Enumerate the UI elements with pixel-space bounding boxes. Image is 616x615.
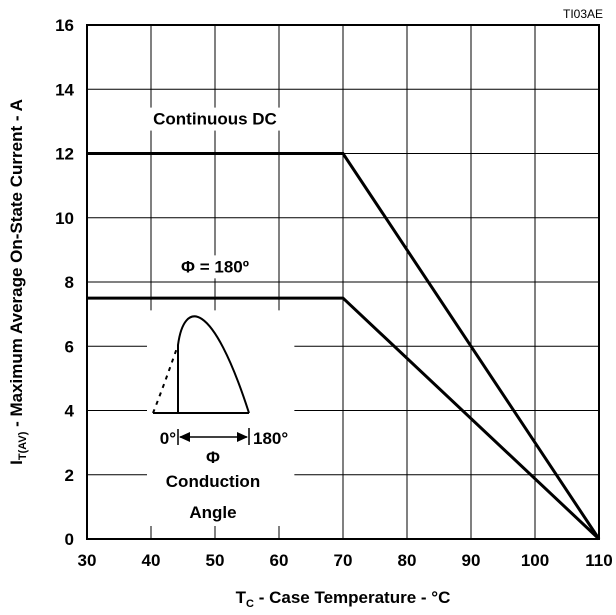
x-axis-label-main: T	[236, 588, 247, 607]
x-tick-label: 90	[462, 551, 481, 570]
x-axis-label-sub: C	[246, 598, 254, 610]
x-tick-label: 100	[521, 551, 549, 570]
y-tick-label: 10	[55, 209, 74, 228]
y-tick-label: 16	[55, 16, 74, 35]
annotation-continuous-dc: Continuous DC	[153, 110, 277, 129]
inset-label-0: 0°	[160, 429, 176, 448]
y-tick-label: 4	[65, 402, 75, 421]
y-tick-label: 8	[65, 273, 74, 292]
ann-dc-background	[148, 107, 282, 131]
plot-frame	[86, 24, 600, 540]
inset-caption-line1: Conduction	[166, 472, 260, 491]
y-axis-label-sub: T(AV)	[17, 431, 29, 460]
inset-phi: Φ	[206, 448, 220, 467]
inset-waveform	[177, 315, 250, 414]
figure-id: TI03AE	[563, 7, 603, 21]
x-tick-label: 70	[334, 551, 353, 570]
series-group	[87, 152, 601, 541]
y-axis-label: IT(AV) - Maximum Average On-State Curren…	[7, 99, 29, 465]
y-axis-label-rest: - Maximum Average On-State Current - A	[7, 99, 26, 432]
conduction-angle-inset: 0° 180° Φ Conduction Angle	[147, 310, 295, 526]
x-tick-label: 80	[398, 551, 417, 570]
annotation-phi-180: Φ = 180º	[181, 257, 249, 276]
ann-180-background	[176, 255, 254, 279]
x-tick-label: 30	[78, 551, 97, 570]
x-tick-label: 40	[142, 551, 161, 570]
x-axis-label-rest: - Case Temperature - °C	[254, 588, 450, 607]
y-tick-label: 12	[55, 145, 74, 164]
inset-background	[147, 310, 295, 526]
inset-caption-line2: Angle	[189, 503, 236, 522]
series-line-2	[87, 296, 601, 541]
x-tick-label: 110	[585, 551, 612, 570]
y-tick-labels: 0 2 4 6 8 10 12 14 16	[55, 16, 74, 549]
y-tick-label: 14	[55, 80, 74, 99]
x-tick-label: 50	[206, 551, 225, 570]
x-tick-label: 60	[270, 551, 289, 570]
inset-arrowhead-right	[237, 432, 248, 442]
y-tick-label: 0	[65, 530, 74, 549]
x-tick-labels: 30 40 50 60 70 80 90 100 110	[78, 551, 613, 570]
y-tick-label: 6	[65, 337, 74, 356]
inset-arrowhead-left	[179, 432, 190, 442]
y-axis-label-main: I	[7, 460, 26, 465]
x-axis-label: TC - Case Temperature - °C	[236, 588, 451, 610]
y-tick-label: 2	[65, 466, 74, 485]
inset-label-180: 180°	[253, 429, 288, 448]
inset-waveform-dashed	[152, 344, 179, 414]
series-line-1	[87, 152, 601, 540]
